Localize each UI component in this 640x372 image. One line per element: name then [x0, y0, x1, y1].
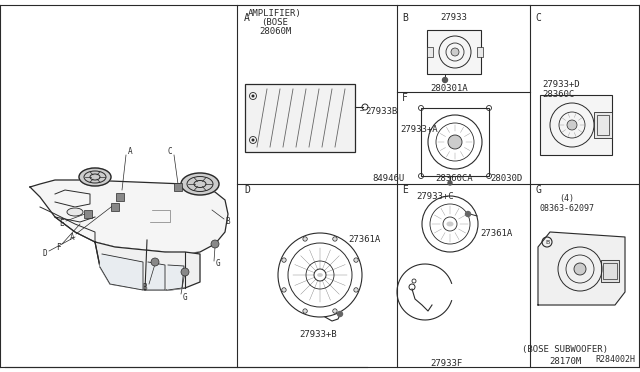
Text: 27933+A: 27933+A — [400, 125, 438, 135]
Text: 28060M: 28060M — [259, 27, 291, 36]
Text: G: G — [182, 292, 188, 301]
Text: 08363-62097: 08363-62097 — [540, 204, 595, 213]
Bar — [245, 84, 355, 152]
Text: D: D — [244, 185, 250, 195]
Circle shape — [567, 120, 577, 130]
Bar — [174, 183, 182, 191]
Text: 280301A: 280301A — [430, 84, 468, 93]
Text: G: G — [216, 260, 220, 269]
Ellipse shape — [318, 274, 322, 276]
Text: 27361A: 27361A — [480, 230, 512, 238]
Bar — [84, 210, 92, 218]
Circle shape — [181, 268, 189, 276]
Ellipse shape — [67, 208, 83, 216]
Text: B: B — [545, 240, 549, 244]
Polygon shape — [538, 232, 625, 305]
Bar — [427, 30, 481, 74]
Ellipse shape — [79, 168, 111, 186]
Circle shape — [252, 94, 255, 97]
Bar — [111, 203, 119, 211]
Polygon shape — [30, 180, 228, 254]
Circle shape — [282, 258, 286, 262]
Circle shape — [448, 181, 452, 185]
Text: E: E — [60, 219, 64, 228]
Text: B: B — [143, 282, 147, 292]
Text: C: C — [168, 148, 172, 157]
Text: B: B — [226, 218, 230, 227]
Circle shape — [465, 212, 470, 217]
Text: A: A — [244, 13, 250, 23]
Circle shape — [354, 258, 358, 262]
Circle shape — [333, 237, 337, 241]
Polygon shape — [100, 254, 143, 290]
Polygon shape — [147, 262, 165, 290]
Circle shape — [333, 309, 337, 313]
Text: 27933F: 27933F — [430, 359, 462, 368]
Text: F: F — [402, 93, 408, 103]
Bar — [540, 95, 612, 155]
Circle shape — [303, 309, 307, 313]
Bar — [427, 47, 433, 57]
Bar — [116, 193, 124, 201]
Ellipse shape — [447, 222, 453, 226]
Text: R284002H: R284002H — [595, 355, 635, 364]
Text: C: C — [535, 13, 541, 23]
Text: E: E — [402, 185, 408, 195]
Circle shape — [337, 311, 342, 317]
Bar — [594, 112, 612, 138]
Ellipse shape — [181, 173, 219, 195]
Text: 28360CA: 28360CA — [435, 174, 472, 183]
Bar — [597, 115, 609, 135]
Text: 84946U: 84946U — [372, 174, 405, 183]
Bar — [421, 108, 489, 176]
Circle shape — [442, 77, 447, 83]
Text: 27361A: 27361A — [348, 234, 380, 244]
Circle shape — [282, 288, 286, 292]
Text: (BOSE SUBWOOFER): (BOSE SUBWOOFER) — [522, 345, 608, 354]
Text: F: F — [56, 243, 60, 251]
Circle shape — [303, 237, 307, 241]
Text: (4): (4) — [559, 194, 575, 203]
Text: A: A — [128, 148, 132, 157]
Text: 27933+D: 27933+D — [542, 80, 580, 89]
Bar — [477, 47, 483, 57]
Polygon shape — [95, 242, 200, 290]
Polygon shape — [168, 265, 184, 290]
Circle shape — [448, 135, 462, 149]
Circle shape — [574, 263, 586, 275]
Circle shape — [252, 138, 255, 141]
Text: B: B — [402, 13, 408, 23]
Circle shape — [211, 240, 219, 248]
Text: D: D — [43, 250, 47, 259]
Text: 28030D: 28030D — [490, 174, 522, 183]
Text: 27933+B: 27933+B — [299, 330, 337, 339]
Bar — [603, 263, 617, 279]
Circle shape — [151, 258, 159, 266]
Bar — [601, 260, 619, 282]
Bar — [601, 260, 619, 282]
Text: 27933B: 27933B — [365, 108, 397, 116]
Text: 27933: 27933 — [440, 13, 467, 22]
Text: 27933+C: 27933+C — [416, 192, 454, 201]
Text: A: A — [70, 232, 74, 241]
Text: 28360C: 28360C — [542, 90, 574, 99]
Text: (BOSE: (BOSE — [262, 18, 289, 27]
Circle shape — [451, 48, 459, 56]
Text: G: G — [535, 185, 541, 195]
Text: 28170M: 28170M — [549, 357, 581, 366]
Text: AMPLIFIER): AMPLIFIER) — [248, 9, 302, 18]
Circle shape — [354, 288, 358, 292]
